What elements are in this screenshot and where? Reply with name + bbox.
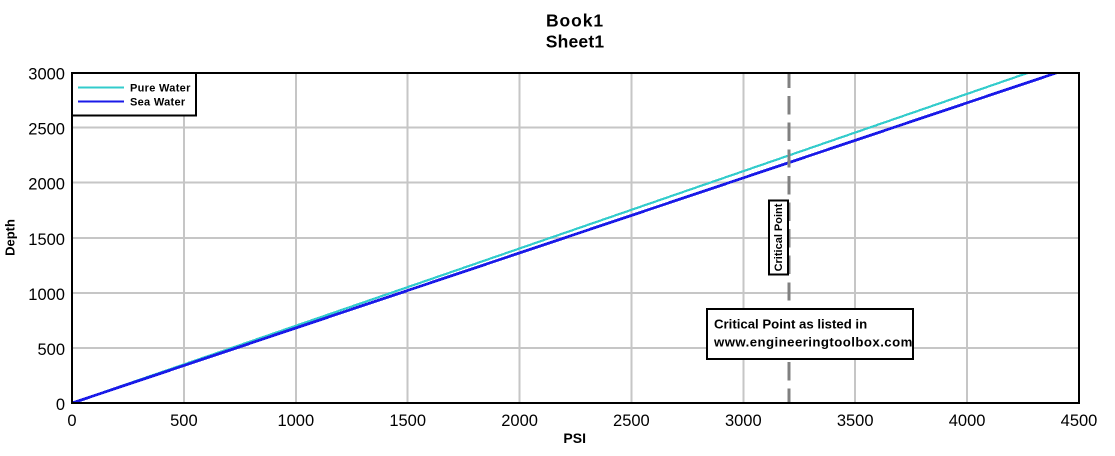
svg-text:3000: 3000 bbox=[28, 66, 65, 84]
svg-text:Depth: Depth bbox=[3, 219, 18, 256]
svg-text:Book1: Book1 bbox=[546, 10, 604, 30]
svg-text:PSI: PSI bbox=[563, 430, 586, 446]
svg-text:0: 0 bbox=[67, 412, 76, 430]
svg-text:1500: 1500 bbox=[389, 412, 426, 430]
svg-text:Critical Point as listed in: Critical Point as listed in bbox=[714, 317, 867, 332]
svg-text:2000: 2000 bbox=[28, 176, 65, 194]
svg-text:1000: 1000 bbox=[28, 286, 65, 304]
svg-text:0: 0 bbox=[56, 396, 65, 414]
svg-text:3000: 3000 bbox=[725, 412, 762, 430]
svg-text:500: 500 bbox=[170, 412, 198, 430]
svg-text:4500: 4500 bbox=[1061, 412, 1098, 430]
svg-text:2500: 2500 bbox=[613, 412, 650, 430]
svg-text:500: 500 bbox=[37, 341, 65, 359]
svg-text:3500: 3500 bbox=[837, 412, 874, 430]
svg-text:Pure Water: Pure Water bbox=[130, 83, 191, 95]
svg-text:1000: 1000 bbox=[277, 412, 314, 430]
svg-text:Critical Point: Critical Point bbox=[773, 203, 785, 271]
svg-text:Sheet1: Sheet1 bbox=[546, 32, 605, 52]
svg-text:2000: 2000 bbox=[501, 412, 538, 430]
svg-text:1500: 1500 bbox=[28, 231, 65, 249]
svg-text:2500: 2500 bbox=[28, 121, 65, 139]
svg-text:Sea Water: Sea Water bbox=[130, 97, 186, 109]
svg-text:4000: 4000 bbox=[949, 412, 986, 430]
svg-text:www.engineeringtoolbox.com: www.engineeringtoolbox.com bbox=[713, 334, 913, 349]
